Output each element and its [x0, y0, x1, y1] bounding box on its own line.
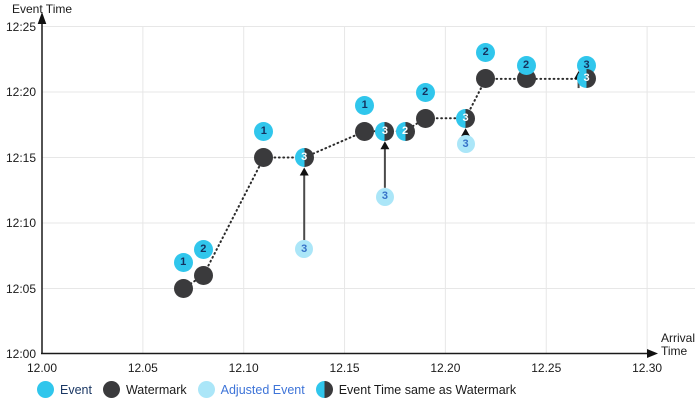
adjusted-event-marker: 3 [456, 135, 475, 154]
legend-item-event: Event [37, 381, 92, 398]
legend-label: Watermark [125, 382, 187, 397]
watermark-marker [254, 148, 274, 167]
x-axis-arrowhead-icon [647, 349, 658, 358]
event-marker: 1 [355, 95, 375, 115]
watermark-marker [476, 69, 496, 89]
watermark-marker [516, 69, 536, 89]
adjusted-event-marker: 3 [375, 187, 394, 206]
same-as-watermark-marker: 3 [294, 148, 314, 167]
adjustment-arrow-head-icon [380, 141, 390, 150]
x-tick-label: 12.30 [632, 361, 663, 375]
event-marker: 1 [173, 252, 193, 272]
legend-item-adjusted: Adjusted Event [197, 381, 305, 398]
x-tick-label: 12.05 [127, 361, 158, 375]
same-as-watermark-marker: 3 [375, 121, 395, 141]
x-tick-label: 12.10 [228, 361, 259, 375]
legend-label: Event [60, 382, 92, 397]
y-tick-label: 12:10 [5, 216, 36, 230]
x-tick-label: 12.20 [430, 361, 461, 375]
same-as-watermark-marker: 2 [395, 121, 415, 141]
y-tick-label: 12:15 [5, 150, 36, 165]
y-tick-label: 12:25 [5, 19, 36, 34]
adjusted-legend-icon [197, 381, 215, 398]
y-axis-title: Event Time [12, 2, 73, 16]
y-tick-label: 12:20 [5, 85, 36, 99]
y-tick-label: 12:00 [5, 347, 36, 361]
legend-item-watermark: Watermark [102, 381, 187, 398]
legend-label: Adjusted Event [220, 382, 305, 397]
event-marker: 2 [476, 43, 496, 63]
y-axis-arrowhead-icon [37, 12, 47, 24]
x-axis-title-line1: Arrival [661, 331, 696, 345]
legend: Event Watermark Adjusted Event Event Time s… [37, 381, 516, 398]
watermark-marker [173, 279, 193, 298]
event-marker: 2 [415, 82, 435, 102]
x-tick-label: 12.25 [531, 361, 562, 375]
watermark-marker [355, 121, 375, 141]
event-marker: 2 [193, 239, 213, 259]
watermark-marker [193, 265, 213, 285]
watermark-legend-icon [102, 381, 120, 398]
watermark-marker [415, 108, 435, 128]
x-tick-label: 12.00 [26, 361, 58, 375]
legend-label: Event Time same as Watermark [338, 382, 517, 397]
legend-item-half: Event Time same as Watermark [315, 381, 517, 398]
x-axis-title: Arrival Time [661, 332, 695, 358]
event-marker: 1 [254, 121, 274, 141]
event-legend-icon [37, 381, 54, 398]
half-legend-icon [315, 381, 333, 398]
x-axis-title-line2: Time [661, 344, 688, 358]
adjusted-event-marker: 3 [295, 240, 314, 259]
same-as-watermark-marker: 3 [456, 108, 476, 128]
same-as-watermark-marker: 3 [577, 69, 597, 89]
y-tick-label: 12:05 [5, 281, 36, 296]
adjustment-arrow-head-icon [299, 167, 309, 176]
event-marker: 2 [516, 56, 536, 76]
adjustment-arrow-head-icon [461, 128, 471, 137]
x-tick-label: 12.15 [329, 361, 360, 375]
